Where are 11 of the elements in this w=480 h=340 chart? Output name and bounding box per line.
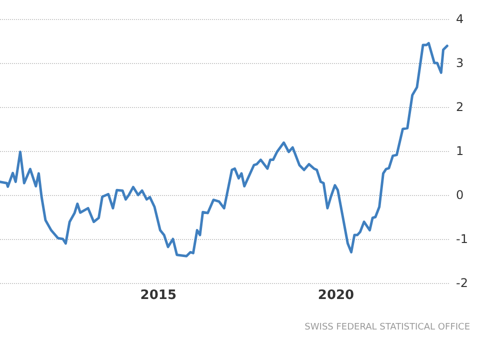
y-tick-label: 3 [456, 56, 464, 70]
y-tick-label: 2 [456, 100, 464, 114]
y-tick-label: -2 [456, 276, 468, 290]
text: SWISS FEDERAL STATISTICAL OFFICE [304, 322, 470, 332]
line-series [0, 42, 448, 258]
y-tick-label: 1 [456, 144, 464, 158]
x-tick-label: 2015 [140, 288, 176, 303]
x-tick-label: 2020 [318, 288, 354, 303]
y-tick-label: -1 [456, 232, 468, 246]
y-tick-label: 0 [456, 188, 464, 202]
y-tick-label: 4 [456, 12, 464, 26]
